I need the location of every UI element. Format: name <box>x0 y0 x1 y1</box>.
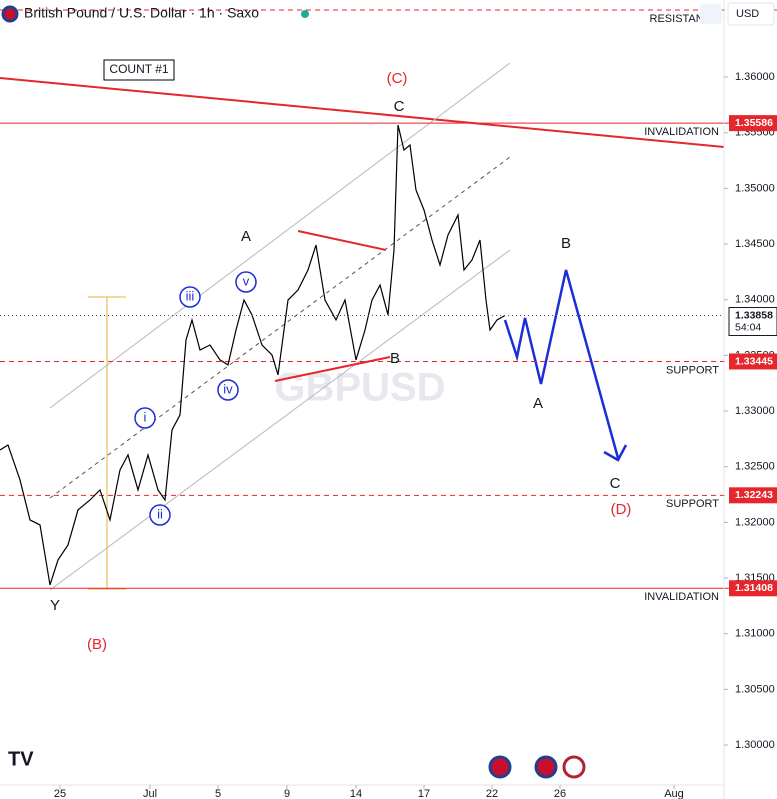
circled-labels <box>134 271 257 526</box>
event-icon[interactable] <box>562 755 586 779</box>
logo[interactable]: TV <box>8 748 34 770</box>
level-name: INVALIDATION <box>644 126 719 138</box>
y-tick-label: 1.34500 <box>735 238 775 250</box>
level-price: 1.31408 <box>735 582 773 594</box>
y-tick-label: 1.33000 <box>735 405 775 417</box>
x-tick-label: 14 <box>350 788 362 799</box>
level-price-box <box>729 353 777 370</box>
projection-arrow <box>603 444 628 462</box>
event-icon[interactable] <box>534 755 558 779</box>
annotation: i <box>144 409 147 424</box>
last-price-box <box>728 307 777 337</box>
y-tick-label: 1.32500 <box>735 461 775 473</box>
annotation: ii <box>157 506 163 521</box>
projection-path <box>503 269 620 459</box>
last-price: 1.33858 <box>735 309 773 321</box>
y-tick-label: 1.30500 <box>735 683 775 695</box>
y-tick-label: 1.35000 <box>735 182 775 194</box>
y-tick-label: 1.30000 <box>735 739 775 751</box>
x-tick-label: 5 <box>215 788 221 799</box>
circle <box>217 379 239 401</box>
circle <box>134 407 156 429</box>
trendline <box>0 77 725 148</box>
level-price: 1.33445 <box>735 355 773 367</box>
x-tick-label: 26 <box>554 788 566 799</box>
circle <box>149 504 171 526</box>
annotation: COUNT #1 <box>109 62 168 76</box>
annotation: iv <box>223 381 233 396</box>
y-tick-label: 1.32000 <box>735 516 775 528</box>
annotation: C <box>610 475 621 492</box>
annotation: (D) <box>611 501 632 518</box>
level-price: 1.32243 <box>735 489 773 501</box>
count-box <box>103 59 175 81</box>
x-tick-label: Aug <box>664 788 684 799</box>
annotation: iii <box>186 288 195 303</box>
annotation: A <box>241 228 251 245</box>
circle <box>179 286 201 308</box>
currency[interactable]: USD <box>736 8 759 20</box>
annotation: (B) <box>87 636 107 653</box>
channel-lower <box>49 249 511 591</box>
annotation: B <box>390 350 400 367</box>
level-name: SUPPORT <box>666 364 719 376</box>
watermark: GBPUSD <box>274 366 445 410</box>
level-price-box <box>729 115 777 132</box>
chart-title[interactable]: British Pound / U.S. Dollar · 1h · Saxo <box>24 5 259 21</box>
y-tick-label: 1.31000 <box>735 628 775 640</box>
y-tick-label: 1.34000 <box>735 294 775 306</box>
annotation: B <box>561 235 571 252</box>
currency-button[interactable] <box>727 2 775 26</box>
level-name: INVALIDATION <box>644 591 719 603</box>
drawings <box>0 62 725 591</box>
annotation: C <box>394 98 405 115</box>
settings-button[interactable] <box>700 4 722 24</box>
channel-upper <box>49 62 511 409</box>
plot <box>0 124 724 586</box>
annotation: v <box>243 273 250 288</box>
annotation: A <box>533 395 543 412</box>
level-price: 1.35586 <box>735 117 773 129</box>
level-price-box <box>729 580 777 597</box>
annotation: (C) <box>387 70 408 87</box>
x-tick-label: 22 <box>486 788 498 799</box>
level-name: SUPPORT <box>666 498 719 510</box>
annotation: Y <box>50 597 60 614</box>
levels: RESISTANCEINVALIDATIONSUPPORTSUPPORTINVA… <box>0 9 777 603</box>
axes: 1.360001.355001.350001.345001.340001.335… <box>54 71 777 799</box>
symbol-icon <box>1 5 19 23</box>
price-line <box>0 124 506 586</box>
event-icon[interactable] <box>488 755 512 779</box>
x-tick-label: 25 <box>54 788 66 799</box>
countdown: 54:04 <box>735 321 761 333</box>
status-dot <box>301 10 309 18</box>
level-price-box <box>729 487 777 504</box>
triangle-upper <box>297 230 387 251</box>
circle <box>235 271 257 293</box>
x-tick-label: Jul <box>143 788 157 799</box>
x-tick-label: 9 <box>284 788 290 799</box>
x-tick-label: 17 <box>418 788 430 799</box>
y-tick-label: 1.36000 <box>735 71 775 83</box>
